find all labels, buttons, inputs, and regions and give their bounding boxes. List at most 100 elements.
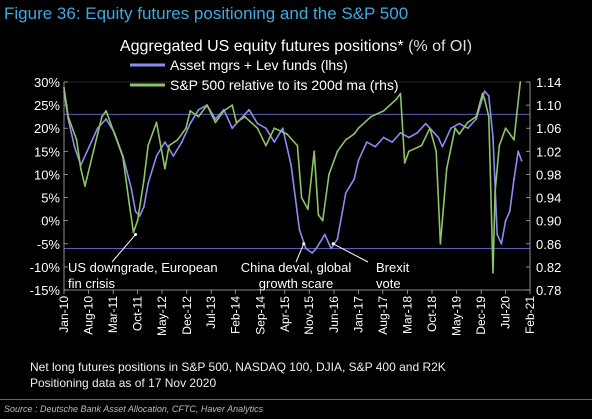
- series-1-point-16: [164, 167, 166, 170]
- series-1-point-14: [147, 144, 150, 147]
- series-1-point-37: [321, 219, 324, 222]
- series-1-point-43: [370, 115, 372, 118]
- legend-label-0: Asset mgrs + Lev funds (lhs): [170, 57, 348, 73]
- series-1-point-38: [328, 173, 330, 176]
- left-tick-label-1: 25%: [34, 98, 60, 113]
- right-tick-label-2: 1.06: [536, 121, 561, 136]
- series-0-point-62: [508, 210, 511, 213]
- x-tick-label-2: Mar-11: [106, 296, 120, 333]
- series-0-point-46: [407, 136, 410, 139]
- series-1-point-44: [382, 109, 385, 112]
- series-1-point-66: [519, 81, 522, 83]
- right-tick-label-5: 0.94: [536, 191, 561, 206]
- series-1-point-6: [100, 115, 103, 118]
- annotation-0-arrow: [111, 234, 136, 263]
- series-0-point-49: [433, 131, 436, 134]
- series-0-point-51: [441, 145, 444, 148]
- left-tick-label-4: 10%: [34, 167, 60, 182]
- annotation-2-line-1: Brexit: [376, 260, 410, 275]
- annotation-1-arrow: [295, 243, 305, 263]
- figure-title: Figure 36: Equity futures positioning an…: [4, 4, 409, 23]
- legend: Asset mgrs + Lev funds (lhs) S&P 500 rela…: [130, 57, 399, 93]
- series-0-point-33: [311, 252, 314, 254]
- series-0-point-63: [513, 178, 515, 180]
- x-tick-label-3: Oct-11: [131, 296, 145, 331]
- series-1-point-2: [75, 138, 78, 141]
- series-1-point-17: [168, 144, 171, 147]
- series-1-point-59: [483, 98, 486, 101]
- source-note: Source : Deutsche Bank Asset Allocation,…: [4, 404, 264, 414]
- series-1-point-32: [296, 144, 299, 147]
- series-1-point-15: [155, 121, 158, 124]
- left-tick-label-3: 15%: [34, 144, 60, 159]
- series-0-point-15: [164, 141, 166, 143]
- series-0-point-17: [180, 141, 183, 143]
- series-0-point-65: [520, 159, 523, 162]
- series-0-point-53: [458, 122, 461, 125]
- left-tick-label-8: -10%: [30, 260, 61, 275]
- series-1-point-28: [256, 127, 259, 130]
- annotation-2-line-2: vote: [376, 276, 401, 291]
- x-tick-label-12: Jan-17: [351, 296, 365, 333]
- x-tick-label-7: Feb-14: [229, 296, 243, 334]
- series-0-point-58: [492, 136, 494, 139]
- series-0-point-23: [231, 127, 234, 130]
- footnote-2: Positioning data as of 17 Nov 2020: [30, 376, 217, 390]
- chart-axes: 30% 25% 20% 15% 10% 5% 0% -5% -10% -15% 1.14 1.10 1.…: [30, 75, 562, 336]
- x-tick-label-0: Jan-10: [57, 296, 71, 333]
- series-1-point-3: [79, 167, 82, 170]
- series-1-point-54: [454, 127, 457, 130]
- series-0-point-57: [487, 94, 490, 97]
- series-lines: [63, 81, 523, 274]
- reference-lines: [64, 113, 530, 249]
- x-tick-label-4: May-12: [155, 296, 169, 336]
- series-0-point-54: [466, 127, 469, 130]
- x-tick-label-13: Aug-17: [376, 296, 390, 335]
- series-1-point-5: [92, 150, 95, 153]
- series-1-point-21: [197, 115, 200, 118]
- series-1-point-50: [429, 127, 431, 130]
- x-tick-label-5: Dec-12: [180, 296, 194, 335]
- left-tick-label-5: 5%: [41, 191, 60, 206]
- series-1-point-51: [435, 150, 438, 153]
- series-0-point-59: [496, 233, 499, 236]
- series-0-point-30: [290, 164, 293, 167]
- x-tick-label-14: Mar-18: [401, 296, 415, 334]
- series-1-point-53: [445, 167, 448, 170]
- series-1-point-58: [481, 92, 484, 95]
- series-1-point-30: [273, 127, 276, 130]
- series-1-point-65: [513, 138, 515, 141]
- series-0-point-11: [138, 215, 141, 217]
- series-1-point-8: [113, 133, 116, 135]
- left-tick-label-2: 20%: [34, 121, 60, 136]
- series-0-point-4: [88, 145, 91, 148]
- right-tick-label-3: 1.02: [536, 144, 561, 159]
- divider: [0, 399, 592, 400]
- series-1-point-52: [439, 242, 442, 245]
- series-1-point-10: [128, 202, 131, 205]
- x-tick-label-11: Jun-16: [327, 296, 341, 333]
- left-tick-label-6: 0%: [41, 214, 60, 229]
- series-0-point-27: [264, 127, 267, 130]
- series-1-point-49: [420, 144, 423, 147]
- series-1-point-11: [132, 231, 135, 234]
- series-0-point-19: [197, 108, 200, 111]
- x-tick-label-1: Aug-10: [81, 296, 95, 335]
- annotation-2-arrow: [332, 243, 369, 263]
- series-0-point-14: [155, 155, 158, 157]
- series-0-point-25: [248, 108, 250, 111]
- annotation-2-arrow-head: [331, 242, 335, 246]
- series-1-point-19: [185, 127, 187, 130]
- series-0-point-2: [73, 145, 76, 148]
- series-0-point-9: [130, 187, 133, 190]
- series-0-point-12: [143, 205, 145, 208]
- series-1-point-9: [121, 156, 124, 159]
- series-0-point-35: [323, 233, 326, 236]
- series-1-point-31: [286, 133, 288, 135]
- series-0-point-40: [357, 159, 360, 162]
- series-1-point-46: [399, 92, 402, 95]
- series-0-point-34: [315, 247, 318, 250]
